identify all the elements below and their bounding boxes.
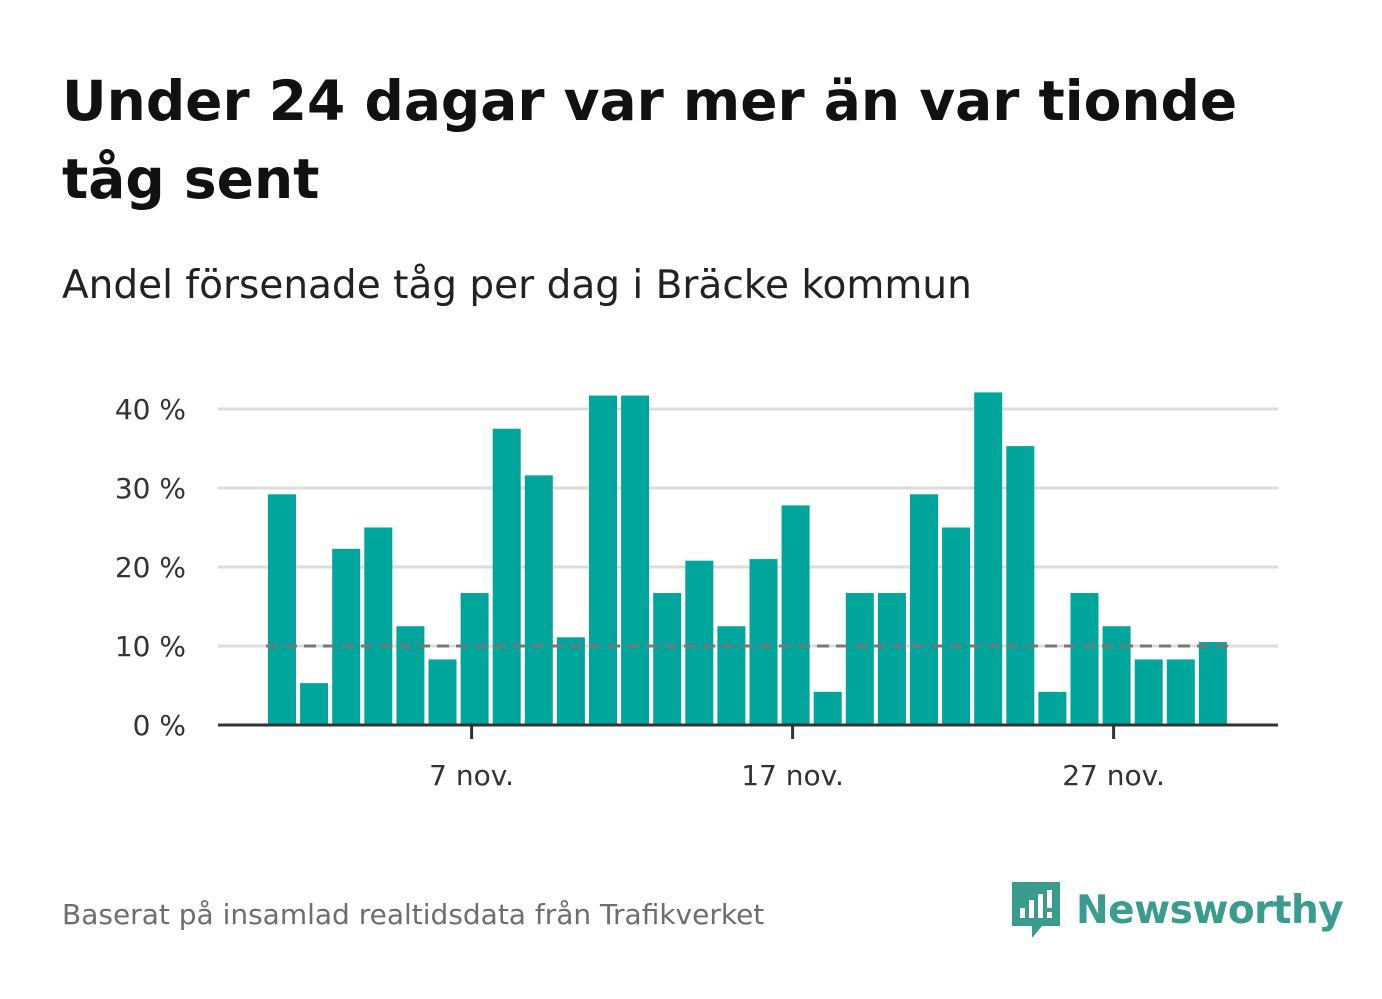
- bar: [396, 626, 425, 725]
- newsworthy-logo-icon: [1012, 882, 1060, 938]
- bar: [1166, 659, 1195, 725]
- bars: [268, 392, 1227, 725]
- bar: [910, 494, 938, 725]
- bar: [428, 659, 457, 725]
- bar: [268, 494, 296, 725]
- bar: [1006, 446, 1035, 725]
- bar: [653, 593, 682, 725]
- bar: [460, 593, 489, 725]
- y-tick-label: 0 %: [133, 709, 186, 742]
- bar: [685, 560, 714, 725]
- y-tick-label: 40 %: [115, 393, 186, 426]
- y-tick-label: 30 %: [115, 472, 186, 505]
- chart-title: Under 24 dagar var mer än var tionde tåg…: [62, 69, 1238, 211]
- x-axis: [218, 723, 1278, 739]
- y-axis-labels: 0 % 10 % 20 % 30 % 40 %: [115, 393, 186, 742]
- bar: [781, 505, 810, 725]
- y-tick-label: 20 %: [115, 551, 186, 584]
- bar: [621, 395, 650, 725]
- bar: [364, 527, 393, 725]
- bar: [1070, 593, 1099, 725]
- y-tick-label: 10 %: [115, 630, 186, 663]
- bar: [300, 683, 329, 725]
- x-axis-labels: 7 nov. 17 nov. 27 nov.: [429, 759, 1165, 792]
- bar: [332, 548, 361, 725]
- bar: [1134, 659, 1163, 725]
- bar: [1198, 642, 1227, 725]
- bar-chart: 0 % 10 % 20 % 30 % 40 % 7 nov. 17 nov. 27 nov.: [115, 392, 1278, 792]
- source-note: Baserat på insamlad realtidsdata från Tr…: [62, 898, 765, 931]
- bar: [845, 593, 874, 725]
- chart-subtitle: Andel försenade tåg per dag i Bräcke kom…: [62, 263, 972, 308]
- x-tick-label: 7 nov.: [429, 759, 514, 792]
- bar: [492, 428, 521, 725]
- bar: [942, 527, 971, 725]
- bar: [1038, 691, 1067, 725]
- x-tick-label: 17 nov.: [741, 759, 844, 792]
- bar: [717, 626, 746, 725]
- bar: [524, 475, 553, 725]
- brand-logo: Newsworthy: [1010, 878, 1344, 942]
- bar: [877, 593, 906, 725]
- bar: [556, 637, 585, 725]
- bar: [1102, 626, 1131, 725]
- x-tick-label: 27 nov.: [1062, 759, 1165, 792]
- bar: [749, 559, 778, 725]
- brand-name: Newsworthy: [1076, 887, 1344, 933]
- bar: [813, 691, 842, 725]
- bar: [589, 395, 617, 725]
- bar: [974, 392, 1003, 725]
